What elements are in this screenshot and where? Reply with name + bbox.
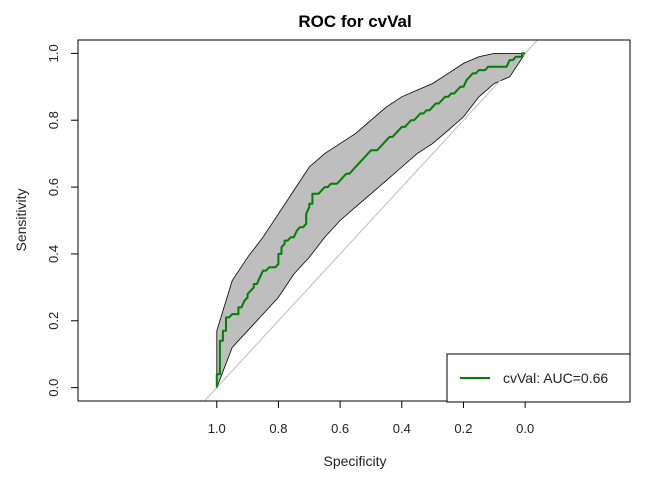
legend-box: [446, 353, 631, 403]
chart-title: ROC for cvVal: [298, 12, 411, 31]
x-tick-label: 0.4: [393, 421, 411, 436]
y-tick-label: 1.0: [46, 44, 61, 62]
x-tick-label: 0.0: [516, 421, 534, 436]
legend-entry-label: cvVal: AUC=0.66: [503, 370, 608, 386]
diagonal-layer: [204, 39, 538, 402]
y-axis-label: Sensitivity: [13, 188, 29, 251]
roc-curve-line-0: [215, 52, 526, 388]
plot-frame: [77, 39, 631, 402]
x-tick-label: 1.0: [208, 421, 226, 436]
x-tick-label: 0.2: [454, 421, 472, 436]
diagonal-reference-line: [204, 39, 538, 402]
confidence-band: [216, 53, 526, 388]
y-tick-label: 0.2: [46, 312, 61, 330]
y-tick-label: 0.6: [46, 178, 61, 196]
series-layer: [215, 52, 526, 388]
x-tick-label: 0.6: [331, 421, 349, 436]
x-axis-label: Specificity: [323, 453, 386, 469]
y-axis: 0.0 0.2 0.4 0.6 0.8 1.0: [46, 44, 79, 397]
x-axis: 1.0 0.8 0.6 0.4 0.2 0.0: [208, 400, 534, 436]
y-tick-label: 0.4: [46, 245, 61, 263]
y-tick-label: 0.0: [46, 379, 61, 397]
legend: cvVal: AUC=0.66: [446, 353, 631, 403]
confidence-band-layer: [216, 53, 526, 388]
plot-area: [77, 39, 631, 402]
x-tick-label: 0.8: [269, 421, 287, 436]
y-tick-label: 0.8: [46, 111, 61, 129]
